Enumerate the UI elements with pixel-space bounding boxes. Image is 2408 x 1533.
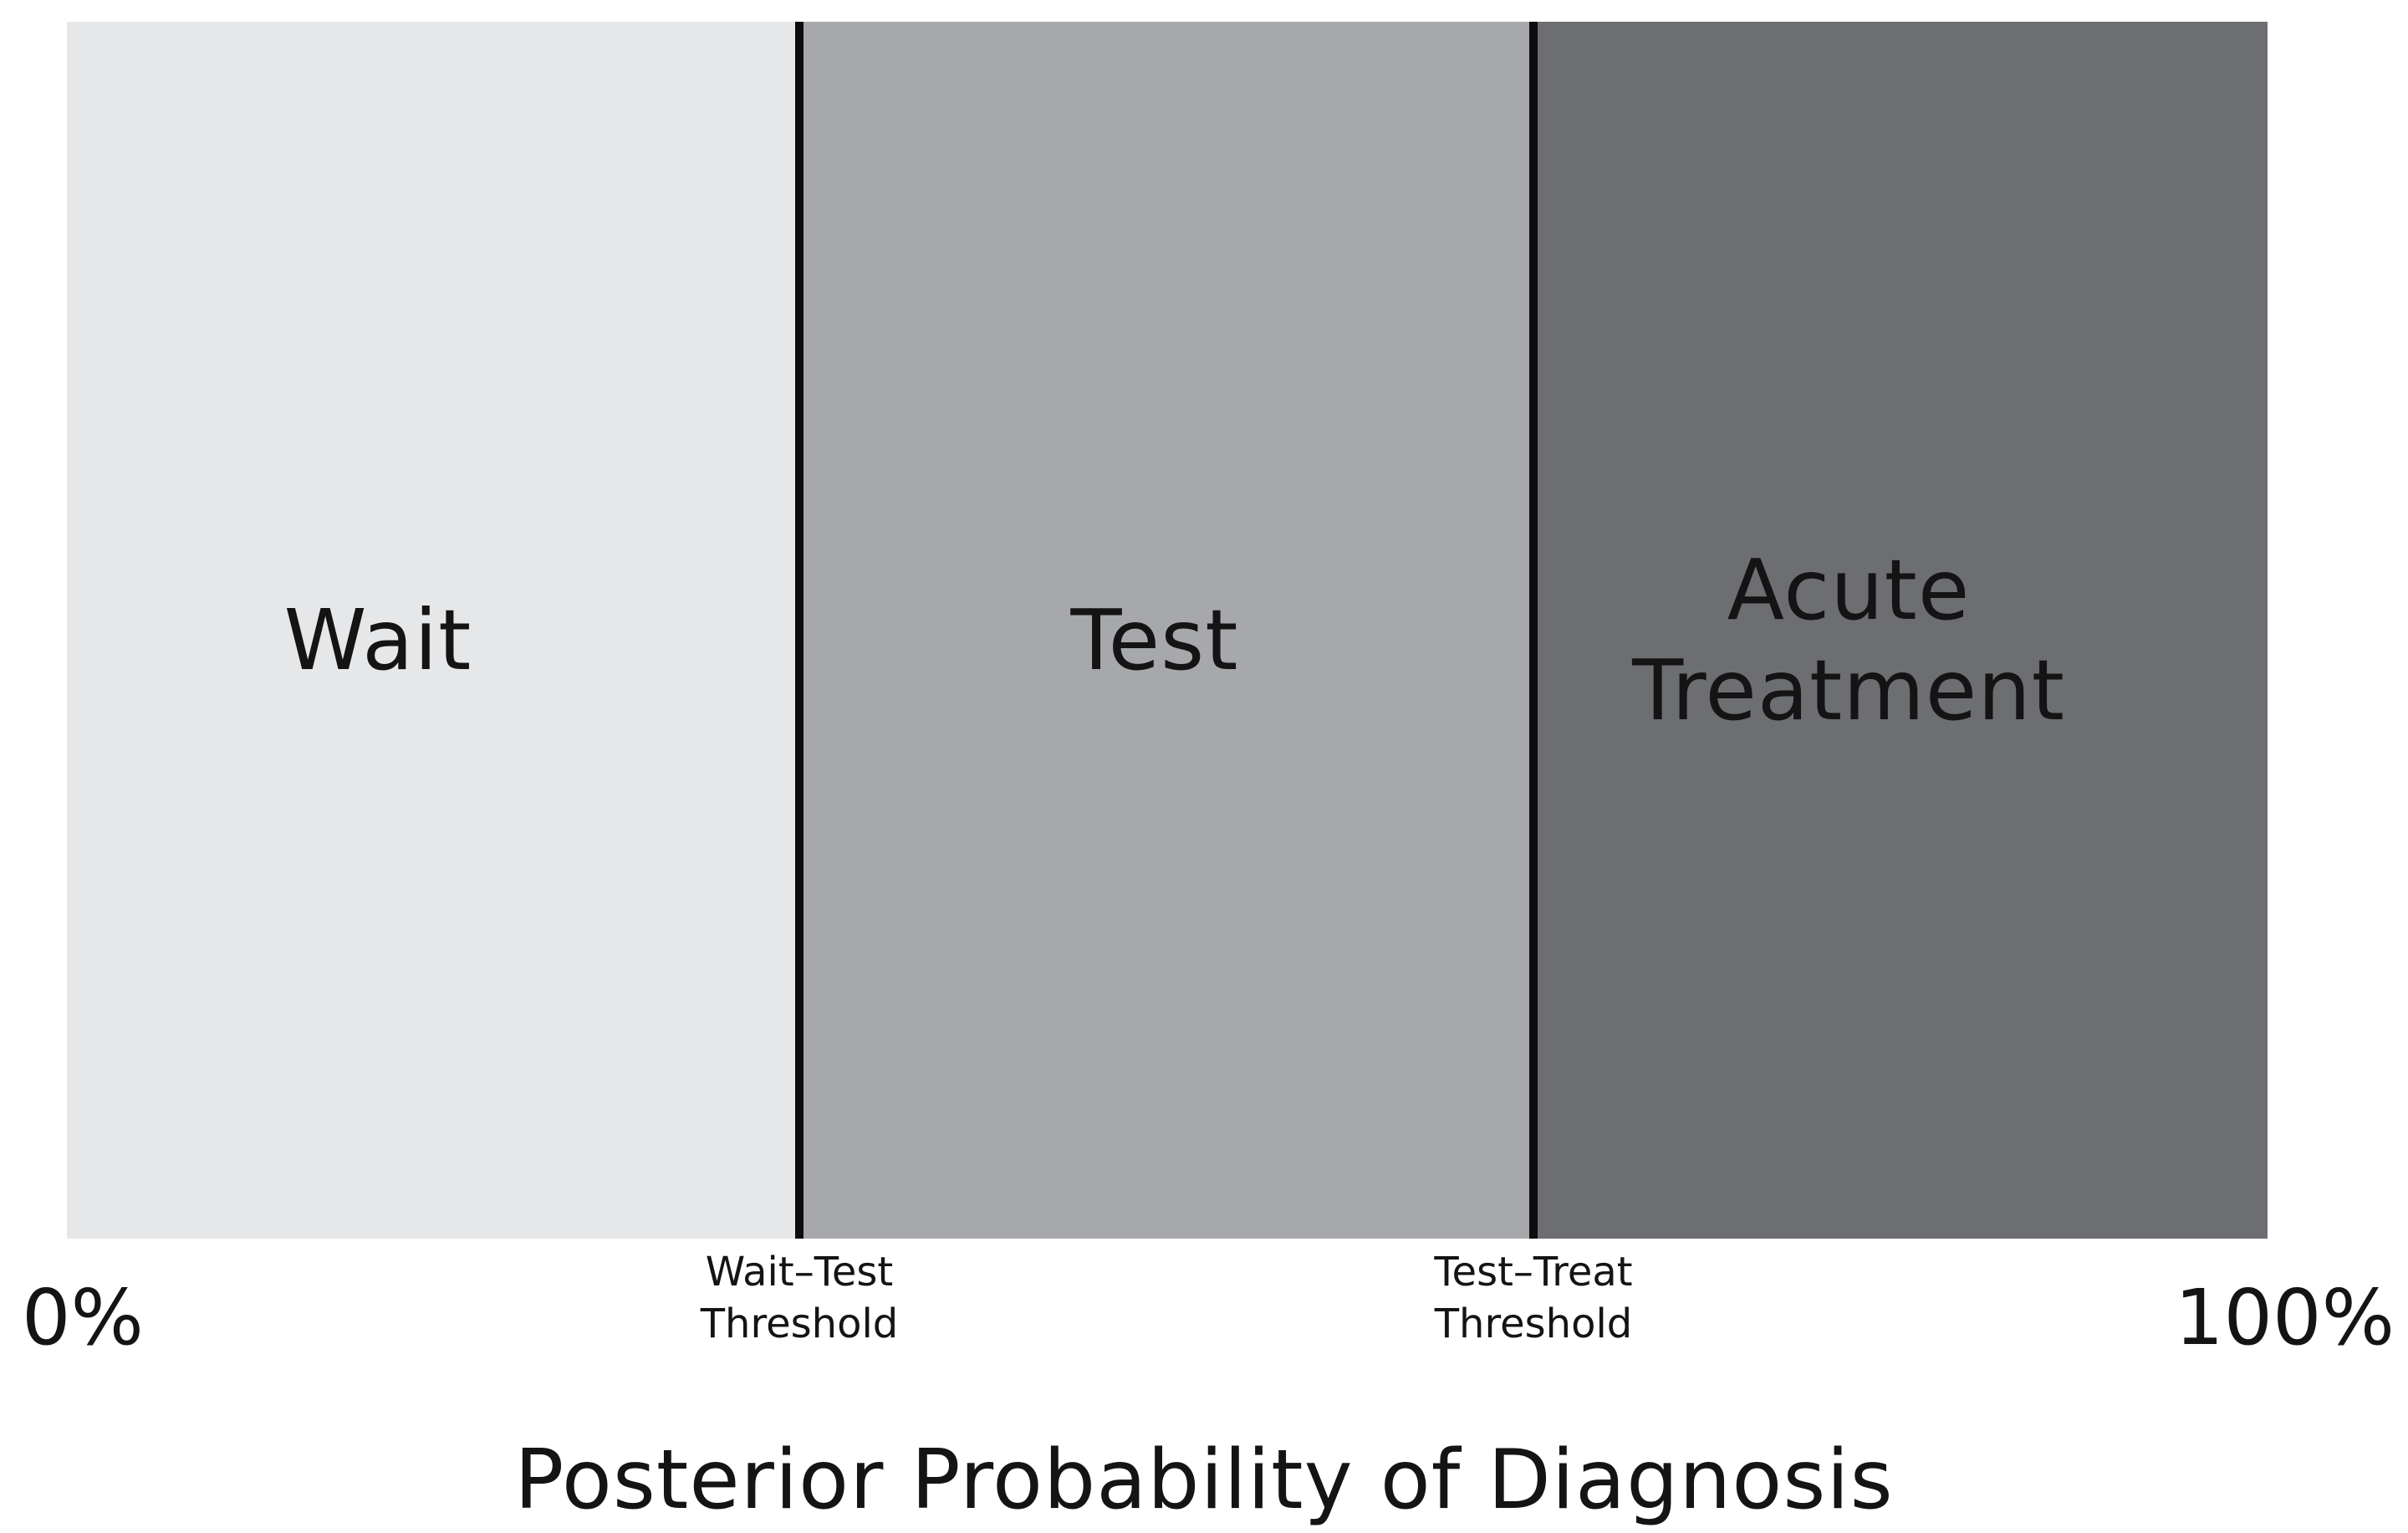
axis-title: Posterior Probability of Diagnosis: [514, 1433, 1894, 1528]
wait-test-threshold-label: Wait–Test Threshold: [700, 1249, 899, 1347]
zone-wait-label: Wait: [283, 590, 472, 689]
zone-test-label: Test: [1070, 590, 1239, 689]
zone-test: Test: [799, 22, 1533, 1239]
zone-acute-treatment: Acute Treatment: [1533, 22, 2268, 1239]
test-treat-threshold-label: Test–Treat Threshold: [1434, 1249, 1633, 1347]
test-treat-threshold-line: [1529, 22, 1538, 1239]
zone-wait: Wait: [67, 22, 799, 1239]
zone-acute-treatment-label: Acute Treatment: [1632, 540, 2065, 739]
axis-start-label: 0%: [22, 1273, 144, 1362]
wait-test-threshold-line: [795, 22, 804, 1239]
axis-end-label: 100%: [2174, 1273, 2395, 1362]
